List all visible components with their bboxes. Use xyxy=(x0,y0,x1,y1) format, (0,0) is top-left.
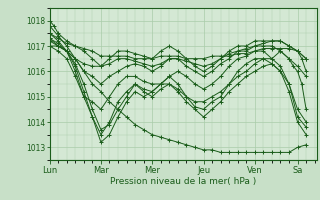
X-axis label: Pression niveau de la mer( hPa ): Pression niveau de la mer( hPa ) xyxy=(110,177,256,186)
